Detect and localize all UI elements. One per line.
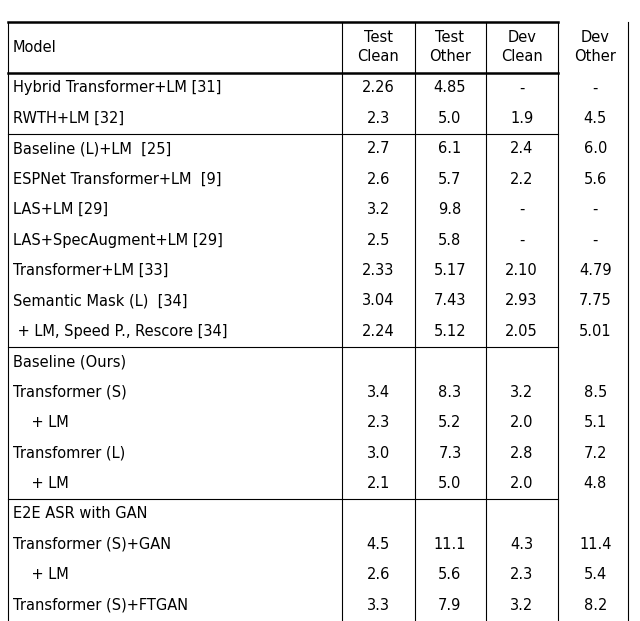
Text: -: - [519,202,524,217]
Text: + LM, Speed P., Rescore [34]: + LM, Speed P., Rescore [34] [13,324,227,339]
Text: 2.05: 2.05 [505,324,538,339]
Text: 3.2: 3.2 [510,384,533,400]
Text: 2.8: 2.8 [510,445,533,461]
Text: 2.2: 2.2 [510,171,533,187]
Text: 2.7: 2.7 [367,141,390,156]
Text: 3.2: 3.2 [510,597,533,613]
Text: 2.3: 2.3 [367,111,390,126]
Text: + LM: + LM [13,476,68,491]
Text: -: - [593,232,598,248]
Text: 5.17: 5.17 [434,263,466,278]
Text: Hybrid Transformer+LM [31]: Hybrid Transformer+LM [31] [13,80,221,96]
Text: 7.75: 7.75 [579,293,612,309]
Text: 2.93: 2.93 [506,293,538,309]
Text: 5.01: 5.01 [579,324,611,339]
Text: + LM: + LM [13,567,68,582]
Text: -: - [519,232,524,248]
Text: 7.2: 7.2 [584,445,607,461]
Text: LAS+SpecAugment+LM [29]: LAS+SpecAugment+LM [29] [13,232,223,248]
Text: 6.0: 6.0 [584,141,607,156]
Text: 6.1: 6.1 [438,141,461,156]
Text: 3.3: 3.3 [367,597,390,613]
Text: 2.24: 2.24 [362,324,395,339]
Text: 4.79: 4.79 [579,263,611,278]
Text: 5.4: 5.4 [584,567,607,582]
Text: 5.0: 5.0 [438,111,461,126]
Text: Model: Model [13,40,56,55]
Text: 2.10: 2.10 [505,263,538,278]
Text: Dev
Other: Dev Other [574,30,616,64]
Text: 4.8: 4.8 [584,476,607,491]
Text: 4.5: 4.5 [584,111,607,126]
Text: Baseline (Ours): Baseline (Ours) [13,354,126,369]
Text: 2.0: 2.0 [510,476,533,491]
Text: 5.7: 5.7 [438,171,461,187]
Text: 2.26: 2.26 [362,80,395,96]
Text: 3.04: 3.04 [362,293,394,309]
Text: Transfomrer (L): Transfomrer (L) [13,445,125,461]
Text: 7.9: 7.9 [438,597,461,613]
Text: 8.2: 8.2 [584,597,607,613]
Text: 5.6: 5.6 [584,171,607,187]
Text: 2.5: 2.5 [367,232,390,248]
Text: Test
Clean: Test Clean [357,30,399,64]
Text: 5.12: 5.12 [434,324,466,339]
Text: Transformer (S)+GAN: Transformer (S)+GAN [13,537,171,552]
Text: Semantic Mask (L)  [34]: Semantic Mask (L) [34] [13,293,188,309]
Text: 2.6: 2.6 [367,171,390,187]
Text: 8.5: 8.5 [584,384,607,400]
Text: 2.4: 2.4 [510,141,533,156]
Text: 5.1: 5.1 [584,415,607,430]
Text: 5.6: 5.6 [438,567,461,582]
Text: 2.6: 2.6 [367,567,390,582]
Text: 2.1: 2.1 [367,476,390,491]
Text: Transformer (S): Transformer (S) [13,384,127,400]
Text: 3.4: 3.4 [367,384,390,400]
Text: -: - [593,80,598,96]
Text: 4.5: 4.5 [367,537,390,552]
Text: Transformer (S)+FTGAN: Transformer (S)+FTGAN [13,597,188,613]
Text: 9.8: 9.8 [438,202,461,217]
Text: 3.2: 3.2 [367,202,390,217]
Text: 8.3: 8.3 [438,384,461,400]
Text: 2.33: 2.33 [362,263,394,278]
Text: 2.0: 2.0 [510,415,533,430]
Text: E2E ASR with GAN: E2E ASR with GAN [13,506,147,522]
Text: Test
Other: Test Other [429,30,471,64]
Text: 1.9: 1.9 [510,111,533,126]
Text: 7.43: 7.43 [434,293,466,309]
Text: 7.3: 7.3 [438,445,461,461]
Text: Baseline (L)+LM  [25]: Baseline (L)+LM [25] [13,141,171,156]
Text: 2.3: 2.3 [510,567,533,582]
Text: Transformer+LM [33]: Transformer+LM [33] [13,263,168,278]
Text: 5.0: 5.0 [438,476,461,491]
Text: Dev
Clean: Dev Clean [500,30,543,64]
Text: 4.3: 4.3 [510,537,533,552]
Text: LAS+LM [29]: LAS+LM [29] [13,202,108,217]
Text: RWTH+LM [32]: RWTH+LM [32] [13,111,124,126]
Text: 3.0: 3.0 [367,445,390,461]
Text: 5.8: 5.8 [438,232,461,248]
Text: 4.85: 4.85 [434,80,466,96]
Text: -: - [519,80,524,96]
Text: ESPNet Transformer+LM  [9]: ESPNet Transformer+LM [9] [13,171,221,187]
Text: -: - [593,202,598,217]
Text: 5.2: 5.2 [438,415,461,430]
Text: 11.4: 11.4 [579,537,611,552]
Text: + LM: + LM [13,415,68,430]
Text: 11.1: 11.1 [434,537,466,552]
Text: 2.3: 2.3 [367,415,390,430]
